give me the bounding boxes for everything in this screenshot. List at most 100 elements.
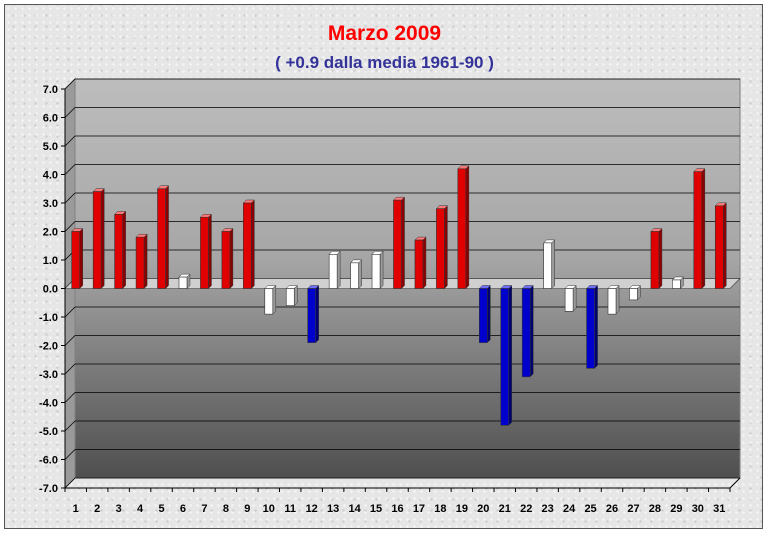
bar-side — [379, 250, 384, 290]
chart-title: Marzo 2009 — [327, 22, 442, 45]
y-tick-label: 6.0 — [43, 113, 58, 125]
x-tick-label: 14 — [348, 503, 361, 515]
bar — [307, 288, 316, 343]
bar-side — [143, 233, 148, 290]
x-tick-label: 29 — [670, 503, 682, 515]
bar-side — [487, 284, 491, 344]
bar — [221, 231, 231, 289]
bar-side — [465, 165, 470, 290]
x-tick-label: 19 — [456, 503, 468, 515]
chart-subtitle: ( +0.9 dalla media 1961-90 ) — [275, 53, 494, 72]
bar — [650, 231, 660, 289]
y-tick-label: 0.0 — [43, 284, 58, 296]
y-tick-label: -6.0 — [39, 455, 58, 467]
bar — [500, 288, 510, 426]
bar — [135, 236, 145, 289]
y-tick-label: -1.0 — [39, 312, 58, 324]
bar — [543, 242, 552, 289]
bar — [157, 188, 166, 289]
bar-side — [701, 168, 706, 290]
x-tick-label: 4 — [137, 503, 144, 515]
bar — [350, 262, 359, 289]
bar-side — [508, 284, 513, 426]
bar — [436, 208, 445, 289]
gridline-side — [64, 164, 76, 175]
x-tick-label: 1 — [73, 503, 79, 515]
x-tick-label: 18 — [434, 503, 446, 515]
bar-side — [293, 284, 298, 307]
gridline-side — [64, 192, 76, 204]
y-tick-label: 5.0 — [43, 141, 58, 153]
gridline-side — [64, 135, 76, 147]
x-tick-label: 6 — [180, 503, 186, 515]
y-tick-label: -5.0 — [39, 426, 58, 438]
bar — [693, 171, 703, 289]
bar — [114, 214, 123, 289]
gridline-side — [64, 449, 76, 460]
gridline-side — [64, 107, 76, 118]
bar — [714, 205, 724, 289]
bar-side — [251, 199, 255, 290]
x-tick-label: 3 — [116, 503, 122, 515]
bar — [629, 288, 638, 301]
bar-side — [315, 284, 319, 344]
bar-side — [444, 205, 448, 290]
gridline-side — [64, 477, 76, 489]
bar-side — [572, 284, 577, 312]
bar-side — [615, 284, 620, 315]
bar-side — [165, 185, 169, 290]
x-tick-label: 15 — [370, 503, 382, 515]
x-tick-label: 11 — [284, 503, 296, 515]
x-tick-label: 8 — [223, 503, 229, 515]
bar — [393, 199, 402, 289]
y-tick-label: 4.0 — [43, 170, 58, 182]
bar-side — [594, 284, 598, 369]
x-tick-label: 31 — [713, 503, 725, 515]
bar — [178, 276, 188, 289]
bar — [285, 288, 295, 306]
x-tick-label: 25 — [584, 503, 596, 515]
bar-side — [658, 227, 663, 290]
y-tick-label: 3.0 — [43, 198, 58, 210]
y-tick-label: -3.0 — [39, 369, 58, 381]
bar-side — [122, 210, 126, 290]
gridline-side — [64, 335, 76, 346]
y-tick-label: 1.0 — [43, 255, 58, 267]
bar — [564, 288, 574, 312]
y-tick-label: -2.0 — [39, 341, 58, 353]
bar-side — [272, 284, 277, 315]
bar-side — [529, 284, 534, 378]
x-tick-label: 24 — [563, 503, 576, 515]
bar — [371, 254, 381, 289]
x-tick-label: 23 — [542, 503, 554, 515]
gridline-side — [64, 420, 76, 432]
y-tick-label: -7.0 — [39, 483, 58, 495]
x-tick-label: 7 — [201, 503, 207, 515]
x-tick-label: 5 — [158, 503, 164, 515]
gridline-side — [64, 221, 76, 232]
x-tick-label: 9 — [244, 503, 250, 515]
y-tick-label: 2.0 — [43, 227, 58, 239]
y-tick-label: 7.0 — [43, 84, 58, 96]
x-tick-label: 16 — [391, 503, 403, 515]
bar-side — [100, 187, 105, 290]
x-tick-label: 2 — [94, 503, 100, 515]
y-tick-label: -4.0 — [39, 398, 58, 410]
x-tick-label: 10 — [263, 503, 275, 515]
bar — [672, 279, 681, 289]
bar — [264, 288, 274, 315]
bar — [521, 288, 531, 378]
bar-side — [229, 227, 234, 290]
bar-side — [358, 259, 362, 290]
x-axis-depth — [729, 477, 741, 489]
bar — [92, 191, 102, 289]
bar-side — [723, 202, 727, 290]
x-tick-label: 28 — [649, 503, 661, 515]
bar — [457, 168, 467, 289]
gridline-side — [64, 78, 76, 90]
x-tick-label: 12 — [306, 503, 318, 515]
gridline-side — [64, 363, 76, 375]
bar-side — [401, 196, 405, 290]
bar — [71, 231, 81, 289]
